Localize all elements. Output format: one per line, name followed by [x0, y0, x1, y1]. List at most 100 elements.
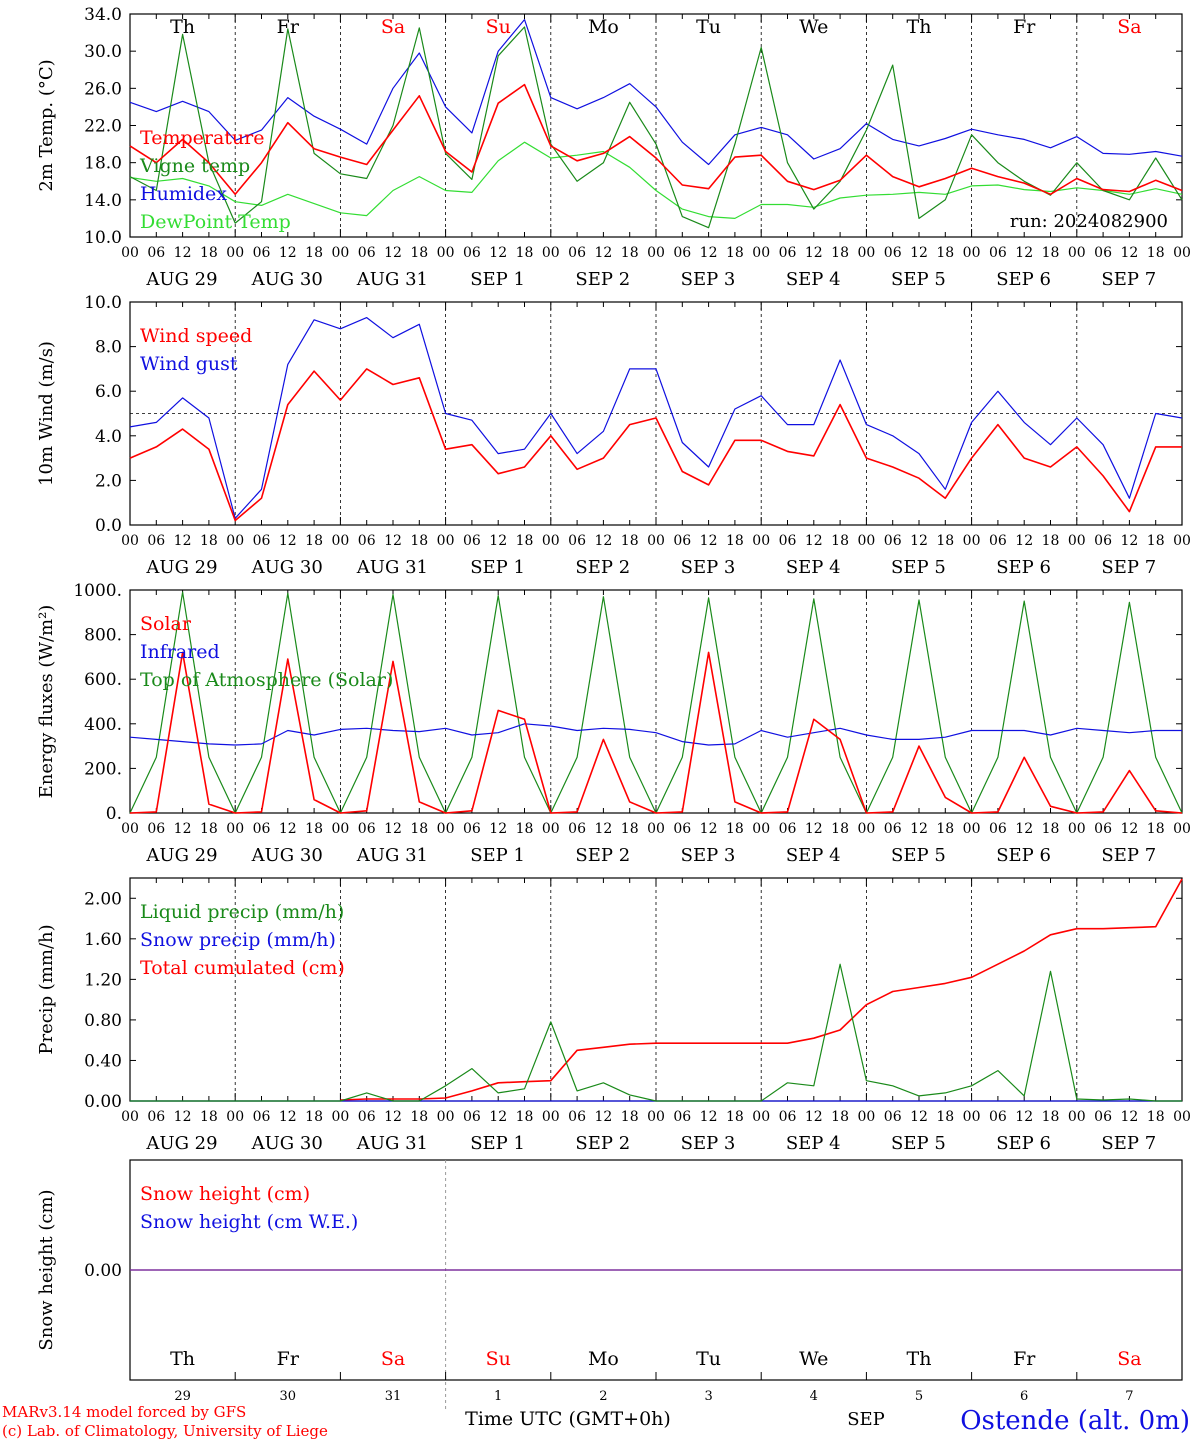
panel-3: 0. 200. 400. 600. 800. 1000. Energy fluxes (W/…	[36, 581, 1191, 866]
hour-tick-label: 06	[358, 245, 376, 261]
hour-tick-label: 18	[410, 245, 428, 261]
hour-tick-label: 12	[1120, 1109, 1138, 1125]
weekday-label: Sa	[381, 1348, 405, 1370]
date-label: SEP 7	[1101, 845, 1156, 866]
hour-tick-label: 06	[463, 1109, 481, 1125]
hour-tick-label: 12	[805, 533, 823, 549]
date-label: SEP 7	[1101, 1133, 1156, 1154]
hour-tick-label: 18	[200, 1109, 218, 1125]
y-tick-label: 0.40	[84, 1051, 122, 1071]
y-tick-label: 0.	[106, 804, 122, 824]
legend-entry: Wind speed	[140, 325, 252, 347]
y-tick-label: 0.00	[84, 1261, 122, 1281]
y-tick-label: 22.0	[84, 117, 122, 137]
hour-tick-label: 00	[1068, 533, 1086, 549]
date-label: SEP 7	[1101, 557, 1156, 578]
weekday-label: Su	[486, 16, 511, 38]
hour-tick-label: 06	[568, 533, 586, 549]
date-label: SEP 3	[681, 269, 736, 290]
hour-tick-label: 00	[542, 821, 560, 837]
weekday-label: Fr	[1013, 16, 1036, 38]
hour-tick-label: 12	[1120, 245, 1138, 261]
y-axis-label: Snow height (cm)	[36, 1189, 57, 1350]
hour-tick-label: 12	[910, 821, 928, 837]
hour-tick-label: 18	[726, 533, 744, 549]
hour-tick-label: 00	[226, 1109, 244, 1125]
date-label: AUG 31	[356, 845, 428, 866]
hour-tick-label: 18	[936, 1109, 954, 1125]
date-label: SEP 6	[996, 269, 1051, 290]
legend-entry: Wind gust	[140, 353, 238, 375]
hour-tick-label: 18	[305, 533, 323, 549]
date-label: SEP 1	[470, 557, 525, 578]
date-label: AUG 30	[251, 557, 323, 578]
hour-tick-label: 06	[147, 245, 165, 261]
y-tick-label: 1000.	[73, 581, 122, 601]
hour-tick-label: 00	[963, 533, 981, 549]
weekday-label: Th	[170, 16, 195, 38]
hour-tick-label: 06	[989, 821, 1007, 837]
date-label: SEP 2	[575, 845, 630, 866]
hour-tick-label: 00	[647, 533, 665, 549]
hour-tick-label: 06	[147, 533, 165, 549]
legend-entry: Snow height (cm W.E.)	[140, 1211, 358, 1233]
hour-tick-label: 18	[831, 821, 849, 837]
hour-tick-label: 06	[673, 821, 691, 837]
hour-tick-label: 06	[1094, 1109, 1112, 1125]
hour-tick-label: 06	[147, 821, 165, 837]
hour-tick-label: 06	[568, 245, 586, 261]
hour-tick-label: 18	[516, 533, 534, 549]
panel-1: 10.0 14.0 18.0 22.0 26.0 30.0 34.0 2m Temp. (°C…	[36, 5, 1191, 290]
hour-tick-label: 18	[621, 245, 639, 261]
hour-tick-label: 12	[700, 533, 718, 549]
series-line-dewpoint-temp	[129, 141, 1183, 219]
hour-tick-label: 18	[200, 821, 218, 837]
date-label: AUG 30	[251, 845, 323, 866]
hour-tick-label: 18	[831, 245, 849, 261]
hour-tick-label: 18	[726, 245, 744, 261]
hour-tick-label: 06	[989, 533, 1007, 549]
y-axis-label: 2m Temp. (°C)	[36, 59, 57, 191]
hour-tick-label: 00	[331, 245, 349, 261]
day-number: 5	[915, 1389, 923, 1404]
hour-tick-label: 00	[1068, 821, 1086, 837]
hour-tick-label: 12	[1015, 1109, 1033, 1125]
y-tick-label: 8.0	[95, 338, 122, 358]
day-number: 3	[704, 1389, 712, 1404]
hour-tick-label: 12	[279, 1109, 297, 1125]
hour-tick-label: 00	[752, 245, 770, 261]
hour-tick-label: 00	[437, 533, 455, 549]
hour-tick-label: 06	[673, 245, 691, 261]
hour-tick-label: 18	[1042, 245, 1060, 261]
hour-tick-label: 00	[542, 245, 560, 261]
legend-entry: Liquid precip (mm/h)	[140, 901, 344, 923]
footer: MARv3.14 model forced by GFS(c) Lab. of …	[2, 1403, 1190, 1440]
hour-tick-label: 12	[174, 1109, 192, 1125]
hour-tick-label: 12	[594, 533, 612, 549]
hour-tick-label: 12	[279, 245, 297, 261]
hour-tick-label: 06	[568, 821, 586, 837]
y-tick-label: 2.00	[84, 889, 122, 909]
date-label: SEP 5	[891, 269, 946, 290]
hour-tick-label: 12	[1015, 533, 1033, 549]
y-tick-label: 2.0	[95, 471, 122, 491]
hour-tick-label: 18	[1147, 821, 1165, 837]
series-line-liquid-precip-mm-h-	[130, 963, 1182, 1102]
hour-tick-label: 00	[963, 245, 981, 261]
y-tick-label: 0.00	[84, 1092, 122, 1112]
hour-tick-label: 18	[1042, 821, 1060, 837]
hour-tick-label: 18	[410, 821, 428, 837]
hour-tick-label: 12	[279, 821, 297, 837]
legend-entry: Snow height (cm)	[140, 1183, 310, 1205]
day-number: 4	[810, 1389, 818, 1404]
hour-tick-label: 06	[884, 1109, 902, 1125]
credit-model: MARv3.14 model forced by GFS	[2, 1403, 246, 1421]
weekday-label: Th	[907, 1348, 932, 1370]
hour-tick-label: 00	[226, 821, 244, 837]
date-label: SEP 5	[891, 557, 946, 578]
hour-tick-label: 06	[253, 533, 271, 549]
weekday-label: Tu	[696, 1348, 721, 1370]
hour-tick-label: 18	[1042, 1109, 1060, 1125]
day-number: 31	[385, 1389, 402, 1404]
y-axis-label: 10m Wind (m/s)	[36, 341, 57, 486]
